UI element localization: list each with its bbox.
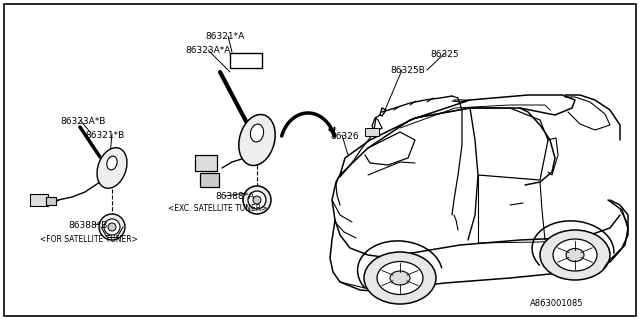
Ellipse shape [364, 252, 436, 304]
Ellipse shape [390, 271, 410, 285]
Ellipse shape [540, 230, 610, 280]
Bar [365, 128, 379, 136]
Ellipse shape [377, 261, 423, 294]
Bar [195, 155, 217, 171]
Text: 86326: 86326 [330, 132, 358, 141]
Text: 86321*A: 86321*A [205, 32, 244, 41]
Text: 86323A*B: 86323A*B [60, 117, 106, 126]
Ellipse shape [553, 239, 597, 271]
Text: 86323A*A: 86323A*A [185, 46, 230, 55]
Circle shape [243, 186, 271, 214]
Text: <FOR SATELLITE TUNER>: <FOR SATELLITE TUNER> [40, 235, 138, 244]
Ellipse shape [107, 156, 117, 170]
Text: 86388*B: 86388*B [68, 221, 108, 230]
Circle shape [248, 191, 266, 209]
Ellipse shape [239, 115, 275, 165]
Text: 86321*B: 86321*B [85, 131, 124, 140]
Circle shape [99, 214, 125, 240]
Text: <EXC. SATELLITE TUNER>: <EXC. SATELLITE TUNER> [168, 204, 268, 213]
Text: 86325B: 86325B [390, 66, 425, 75]
Circle shape [108, 223, 116, 231]
Circle shape [253, 196, 261, 204]
Text: A863001085: A863001085 [530, 299, 584, 308]
Ellipse shape [97, 148, 127, 188]
Circle shape [104, 219, 120, 235]
Text: 86388*A: 86388*A [215, 192, 254, 201]
Ellipse shape [566, 249, 584, 261]
Text: 86325: 86325 [430, 50, 459, 59]
Bar [30, 194, 48, 206]
Ellipse shape [250, 124, 264, 142]
Bar [46, 197, 56, 205]
Bar [200, 173, 219, 187]
